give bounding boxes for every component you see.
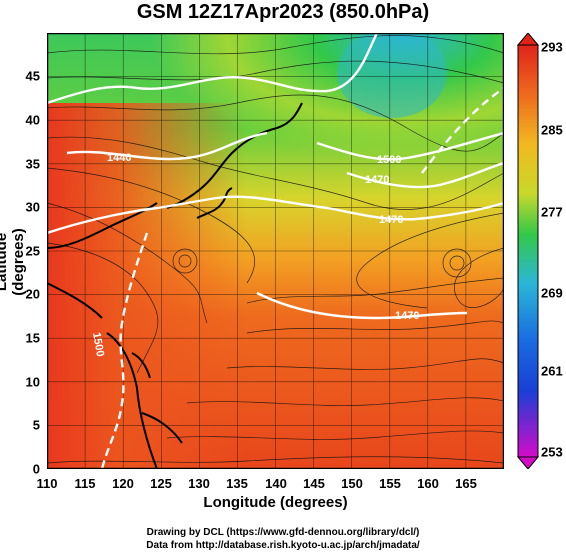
contour-label-west: 1470 bbox=[395, 310, 419, 322]
contour-label-north: 1440 bbox=[107, 152, 131, 164]
map-plot-area: 1440 1500 1470 1470 1470 1500 bbox=[47, 33, 504, 469]
x-tick-130: 130 bbox=[188, 476, 210, 491]
colorbar-tick-253: 253 bbox=[541, 444, 563, 460]
height-contours bbox=[47, 33, 504, 469]
plot-border bbox=[47, 33, 504, 469]
credit-drawing: Drawing by DCL (https://www.gfd-dennou.o… bbox=[146, 527, 420, 538]
y-axis-label: Latitude (degrees) bbox=[0, 228, 27, 296]
contour-label-central-east: 1470 bbox=[379, 214, 403, 226]
x-tick-135: 135 bbox=[226, 476, 248, 491]
colorbar-tick-269: 269 bbox=[541, 285, 563, 301]
x-tick-120: 120 bbox=[112, 476, 134, 491]
x-tick-140: 140 bbox=[265, 476, 287, 491]
colorbar-tick-285: 285 bbox=[541, 122, 563, 138]
y-tick-35: 35 bbox=[25, 156, 40, 172]
x-tick-150: 150 bbox=[341, 476, 363, 491]
y-tick-25: 25 bbox=[25, 243, 40, 259]
y-tick-20: 20 bbox=[25, 286, 40, 302]
colorbar-tick-261: 261 bbox=[541, 363, 563, 379]
colorbar bbox=[517, 33, 539, 469]
y-tick-5: 5 bbox=[32, 417, 40, 433]
contour-label-east: 1470 bbox=[365, 174, 389, 186]
y-tick-10: 10 bbox=[25, 374, 40, 390]
y-tick-40: 40 bbox=[25, 112, 40, 128]
y-tick-45: 45 bbox=[25, 68, 40, 84]
coastlines bbox=[47, 102, 303, 469]
x-axis-label: Longitude (degrees) bbox=[203, 494, 348, 511]
y-tick-30: 30 bbox=[25, 199, 40, 215]
colorbar-tick-277: 277 bbox=[541, 204, 563, 220]
y-tick-15: 15 bbox=[25, 330, 40, 346]
contour-label-northeast: 1500 bbox=[377, 154, 401, 166]
lat-lon-grid bbox=[47, 33, 504, 469]
x-tick-145: 145 bbox=[303, 476, 325, 491]
map-title: GSM 12Z17Apr2023 (850.0hPa) bbox=[136, 1, 430, 23]
colorbar-tick-293: 293 bbox=[541, 39, 563, 55]
x-tick-165: 165 bbox=[455, 476, 477, 491]
cold-core bbox=[337, 33, 447, 118]
x-tick-160: 160 bbox=[417, 476, 439, 491]
contour-label-southwest: 1500 bbox=[90, 331, 106, 357]
y-tick-0: 0 bbox=[32, 461, 40, 477]
x-tick-155: 155 bbox=[379, 476, 401, 491]
x-tick-125: 125 bbox=[150, 476, 172, 491]
x-tick-115: 115 bbox=[74, 476, 96, 491]
credit-data: Data from http://database.rish.kyoto-u.a… bbox=[146, 540, 420, 551]
x-tick-110: 110 bbox=[36, 476, 58, 491]
streamlines bbox=[47, 35, 504, 464]
